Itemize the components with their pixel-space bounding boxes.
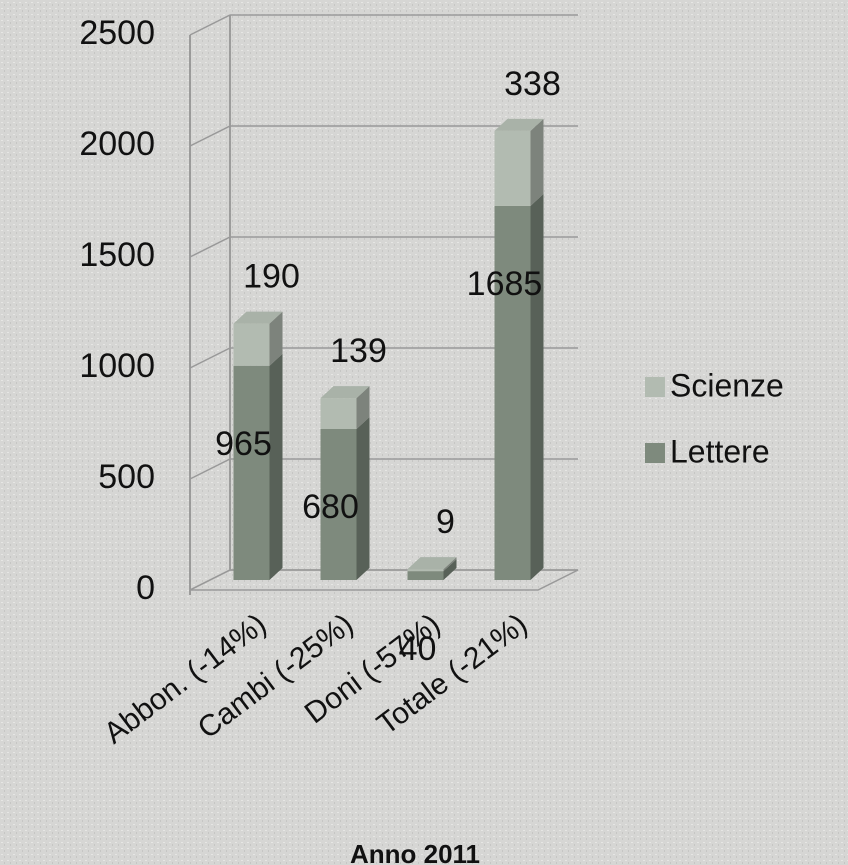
grid-line	[189, 125, 578, 147]
grid-line	[189, 236, 578, 258]
bar-face	[443, 559, 457, 580]
bar-face	[320, 398, 357, 430]
data-label: 680	[302, 488, 359, 526]
bar-face	[530, 193, 544, 580]
bar	[494, 118, 544, 206]
bar-face	[269, 353, 283, 580]
bar-face	[233, 365, 270, 580]
legend-label: Lettere	[670, 433, 770, 469]
bar	[407, 559, 457, 580]
bar-face	[530, 118, 544, 206]
data-label: 190	[243, 258, 300, 296]
grid-line	[189, 347, 578, 369]
data-label: 139	[330, 332, 387, 370]
bar-face	[494, 118, 544, 131]
chart-title: Anno 2011	[350, 839, 480, 865]
y-tick-label: 0	[136, 569, 155, 607]
bar-face	[494, 130, 531, 206]
bar-face	[356, 386, 370, 430]
bar-face	[407, 557, 457, 570]
bar-face	[320, 429, 357, 580]
floor	[189, 569, 579, 591]
data-label: 1685	[467, 265, 543, 303]
bar-face	[233, 311, 283, 324]
bar-face	[356, 417, 370, 580]
bar	[233, 353, 283, 580]
bar	[407, 557, 457, 572]
bar-face	[494, 205, 531, 580]
bar-face	[407, 571, 444, 580]
legend-swatch	[645, 443, 665, 463]
y-tick-label: 2000	[79, 125, 155, 163]
data-label: 9	[436, 503, 455, 541]
grid-line	[189, 14, 578, 36]
bar	[494, 193, 544, 580]
legend-swatch	[645, 377, 665, 397]
y-tick-label: 1000	[79, 347, 155, 385]
y-tick-label: 2500	[79, 14, 155, 52]
bar	[233, 311, 283, 366]
bar	[320, 386, 370, 430]
bar	[320, 417, 370, 580]
legend-label: Scienze	[670, 367, 784, 403]
y-tick-label: 1500	[79, 236, 155, 274]
bar-face	[443, 557, 457, 572]
bar-face	[233, 323, 270, 366]
bar-face	[320, 386, 370, 399]
grid-line	[189, 458, 578, 480]
bar-face	[407, 569, 444, 572]
data-label: 965	[215, 425, 272, 463]
y-tick-label: 500	[98, 458, 155, 496]
data-label: 338	[504, 65, 561, 103]
bar-face	[269, 311, 283, 366]
data-label: 40	[399, 630, 437, 668]
